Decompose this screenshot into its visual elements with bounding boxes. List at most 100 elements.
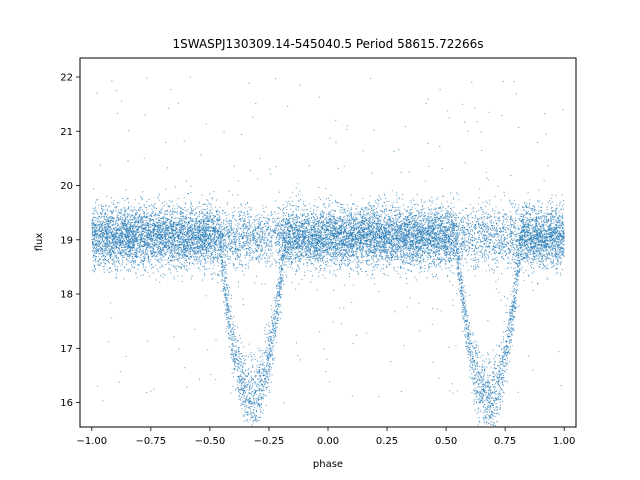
data-point bbox=[246, 244, 248, 246]
data-point bbox=[557, 221, 559, 223]
data-point bbox=[203, 228, 205, 230]
data-point bbox=[463, 318, 465, 320]
data-point bbox=[496, 409, 498, 411]
data-point bbox=[456, 236, 458, 238]
data-point bbox=[417, 226, 419, 228]
data-point bbox=[442, 238, 444, 240]
data-point bbox=[484, 251, 486, 253]
data-point bbox=[544, 241, 546, 243]
data-point bbox=[352, 248, 354, 250]
data-point bbox=[178, 252, 180, 254]
data-point bbox=[327, 252, 329, 254]
data-point bbox=[192, 244, 194, 246]
data-point bbox=[180, 254, 182, 256]
data-point bbox=[223, 283, 225, 285]
data-point bbox=[418, 225, 420, 227]
data-point bbox=[192, 250, 194, 252]
data-point bbox=[563, 255, 565, 257]
data-point bbox=[141, 198, 143, 200]
data-point bbox=[558, 245, 560, 247]
data-point bbox=[318, 231, 320, 233]
data-point bbox=[517, 279, 519, 281]
data-point bbox=[243, 235, 245, 237]
data-point bbox=[485, 358, 487, 360]
data-point bbox=[132, 260, 134, 262]
data-point bbox=[159, 226, 161, 228]
data-point bbox=[249, 386, 251, 388]
data-point bbox=[399, 236, 401, 238]
data-point bbox=[179, 213, 181, 215]
data-point bbox=[241, 235, 243, 237]
data-point bbox=[341, 219, 343, 221]
data-point bbox=[229, 324, 231, 326]
data-point bbox=[176, 235, 178, 237]
data-point bbox=[350, 243, 352, 245]
data-point bbox=[200, 245, 202, 247]
data-point bbox=[236, 357, 238, 359]
data-point bbox=[351, 236, 353, 238]
data-point bbox=[179, 233, 181, 235]
data-point bbox=[551, 237, 552, 239]
data-point bbox=[437, 250, 439, 252]
data-point bbox=[388, 241, 390, 243]
data-point bbox=[197, 261, 199, 263]
data-point bbox=[248, 254, 250, 256]
data-point bbox=[111, 248, 113, 250]
data-point bbox=[469, 330, 471, 332]
data-point bbox=[533, 237, 535, 239]
data-point bbox=[501, 242, 503, 244]
data-point bbox=[177, 247, 179, 249]
data-point bbox=[469, 348, 471, 350]
data-point bbox=[391, 244, 393, 246]
data-point bbox=[342, 212, 344, 214]
data-point bbox=[219, 270, 221, 272]
data-point bbox=[482, 377, 484, 379]
data-point bbox=[482, 386, 484, 388]
data-point bbox=[425, 244, 427, 246]
data-point bbox=[109, 243, 111, 245]
data-point bbox=[269, 356, 271, 358]
data-point bbox=[412, 244, 414, 246]
data-point bbox=[482, 360, 484, 362]
data-point bbox=[266, 381, 268, 383]
data-point bbox=[299, 240, 301, 242]
data-point bbox=[509, 236, 511, 238]
data-point bbox=[469, 341, 471, 343]
data-point bbox=[485, 396, 487, 398]
data-point bbox=[495, 245, 497, 247]
data-point bbox=[504, 352, 506, 354]
data-point bbox=[488, 396, 490, 398]
data-point bbox=[120, 235, 122, 237]
data-point bbox=[182, 238, 184, 240]
data-point bbox=[98, 244, 100, 246]
data-point bbox=[363, 214, 365, 216]
data-point bbox=[248, 373, 250, 375]
data-point bbox=[134, 221, 136, 223]
data-point bbox=[154, 233, 156, 235]
data-point bbox=[99, 220, 101, 222]
data-point bbox=[220, 221, 222, 223]
data-point bbox=[515, 234, 517, 236]
data-point bbox=[139, 262, 141, 264]
data-point bbox=[498, 370, 499, 372]
data-point bbox=[541, 244, 543, 246]
data-point bbox=[237, 236, 239, 238]
data-point bbox=[331, 223, 333, 225]
data-point bbox=[437, 230, 439, 232]
data-point bbox=[158, 221, 160, 223]
data-point bbox=[106, 244, 108, 246]
data-point bbox=[480, 391, 482, 393]
data-point bbox=[361, 224, 363, 226]
data-point bbox=[99, 221, 101, 223]
data-point bbox=[159, 225, 161, 227]
data-point bbox=[265, 206, 267, 208]
data-point bbox=[552, 218, 554, 220]
data-point bbox=[420, 233, 422, 235]
data-point bbox=[410, 214, 412, 216]
data-point bbox=[509, 330, 511, 332]
data-point bbox=[232, 330, 234, 332]
data-point bbox=[225, 314, 227, 316]
data-point bbox=[356, 267, 358, 269]
data-point bbox=[319, 268, 321, 270]
data-point bbox=[104, 242, 106, 244]
